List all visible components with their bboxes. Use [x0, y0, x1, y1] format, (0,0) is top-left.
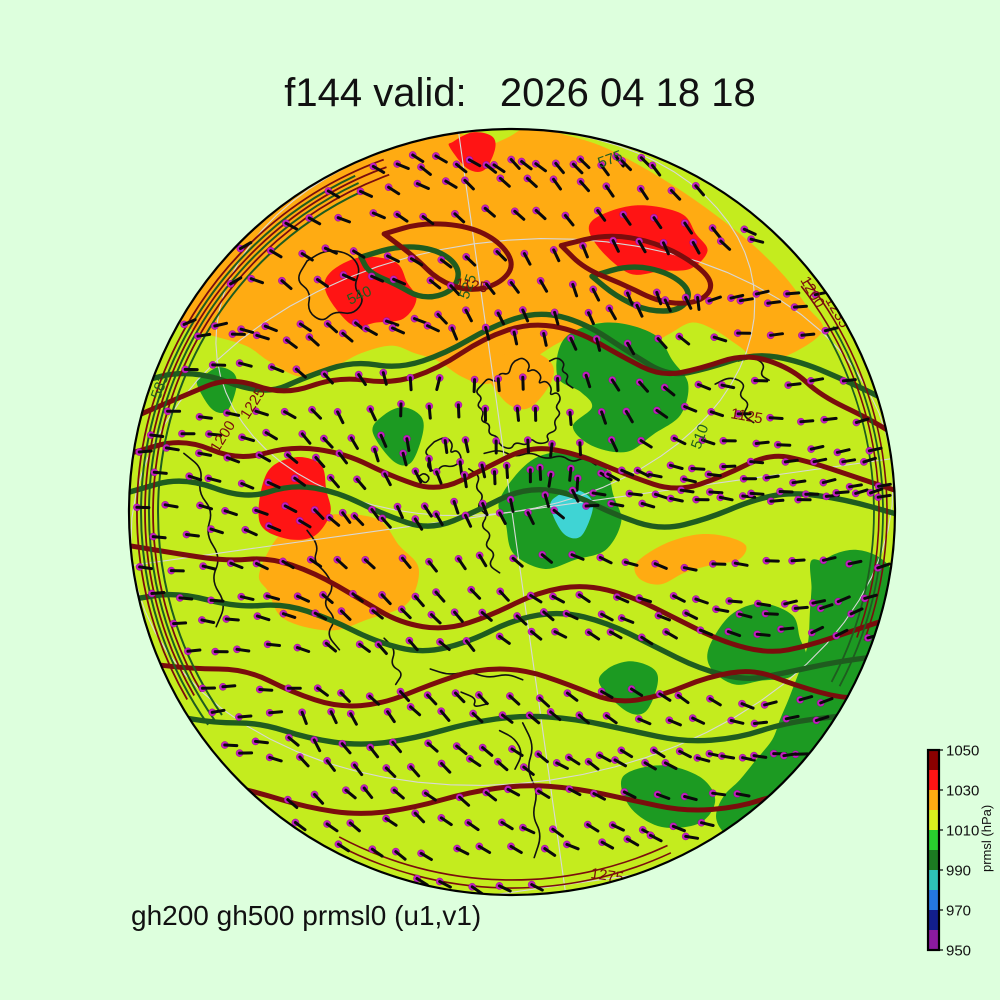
svg-text:prmsl (hPa): prmsl (hPa): [979, 805, 994, 872]
svg-text:990: 990: [946, 862, 971, 879]
svg-text:585: 585: [858, 324, 885, 354]
svg-text:1010: 1010: [946, 822, 979, 839]
svg-text:970: 970: [946, 902, 971, 919]
svg-text:950: 950: [946, 942, 971, 959]
svg-text:1030: 1030: [946, 782, 979, 799]
svg-text:1050: 1050: [946, 742, 979, 759]
